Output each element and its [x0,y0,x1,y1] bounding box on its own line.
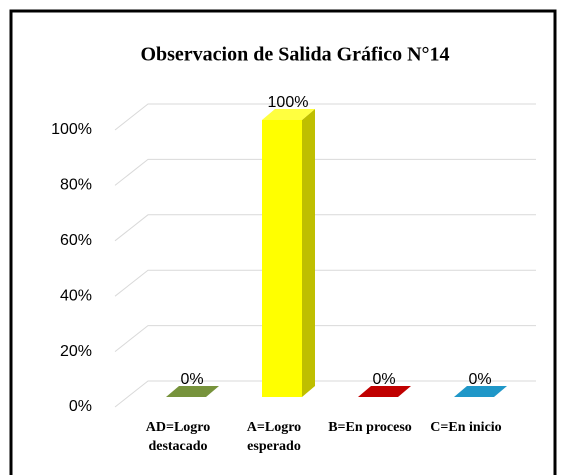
grid-line [114,103,536,131]
grid-line [114,214,536,242]
value-label: 0% [372,371,395,388]
bar-top [166,386,219,397]
value-label: 0% [468,371,491,388]
bar-side [302,109,315,397]
bar [262,109,315,397]
grid-line [114,269,536,297]
bar-front [262,120,302,397]
y-tick-label: 60% [60,232,92,249]
x-tick-label: A=Logro esperado [246,420,302,454]
y-tick-label: 80% [60,177,92,194]
bar-top [262,109,315,120]
x-tick-label: AD=Logro destacado [145,420,211,454]
value-label: 100% [268,94,309,111]
y-tick-label: 0% [69,398,92,415]
bar [166,386,219,397]
bar-top [358,386,411,397]
y-tick-label: 20% [60,343,92,360]
chart-title: Observacion de Salida Gráfico N°14 [140,44,449,66]
bar-top [454,386,507,397]
bar [454,386,507,397]
chart-border [9,9,557,475]
grid-line [114,380,536,408]
bar [358,386,411,397]
y-tick-label: 100% [51,121,92,138]
y-tick-label: 40% [60,287,92,304]
grid-line [114,325,536,352]
x-tick-label: C=En inicio [430,420,502,435]
grid-line [114,158,536,186]
x-tick-label: B=En proceso [328,420,412,435]
value-label: 0% [180,371,203,388]
